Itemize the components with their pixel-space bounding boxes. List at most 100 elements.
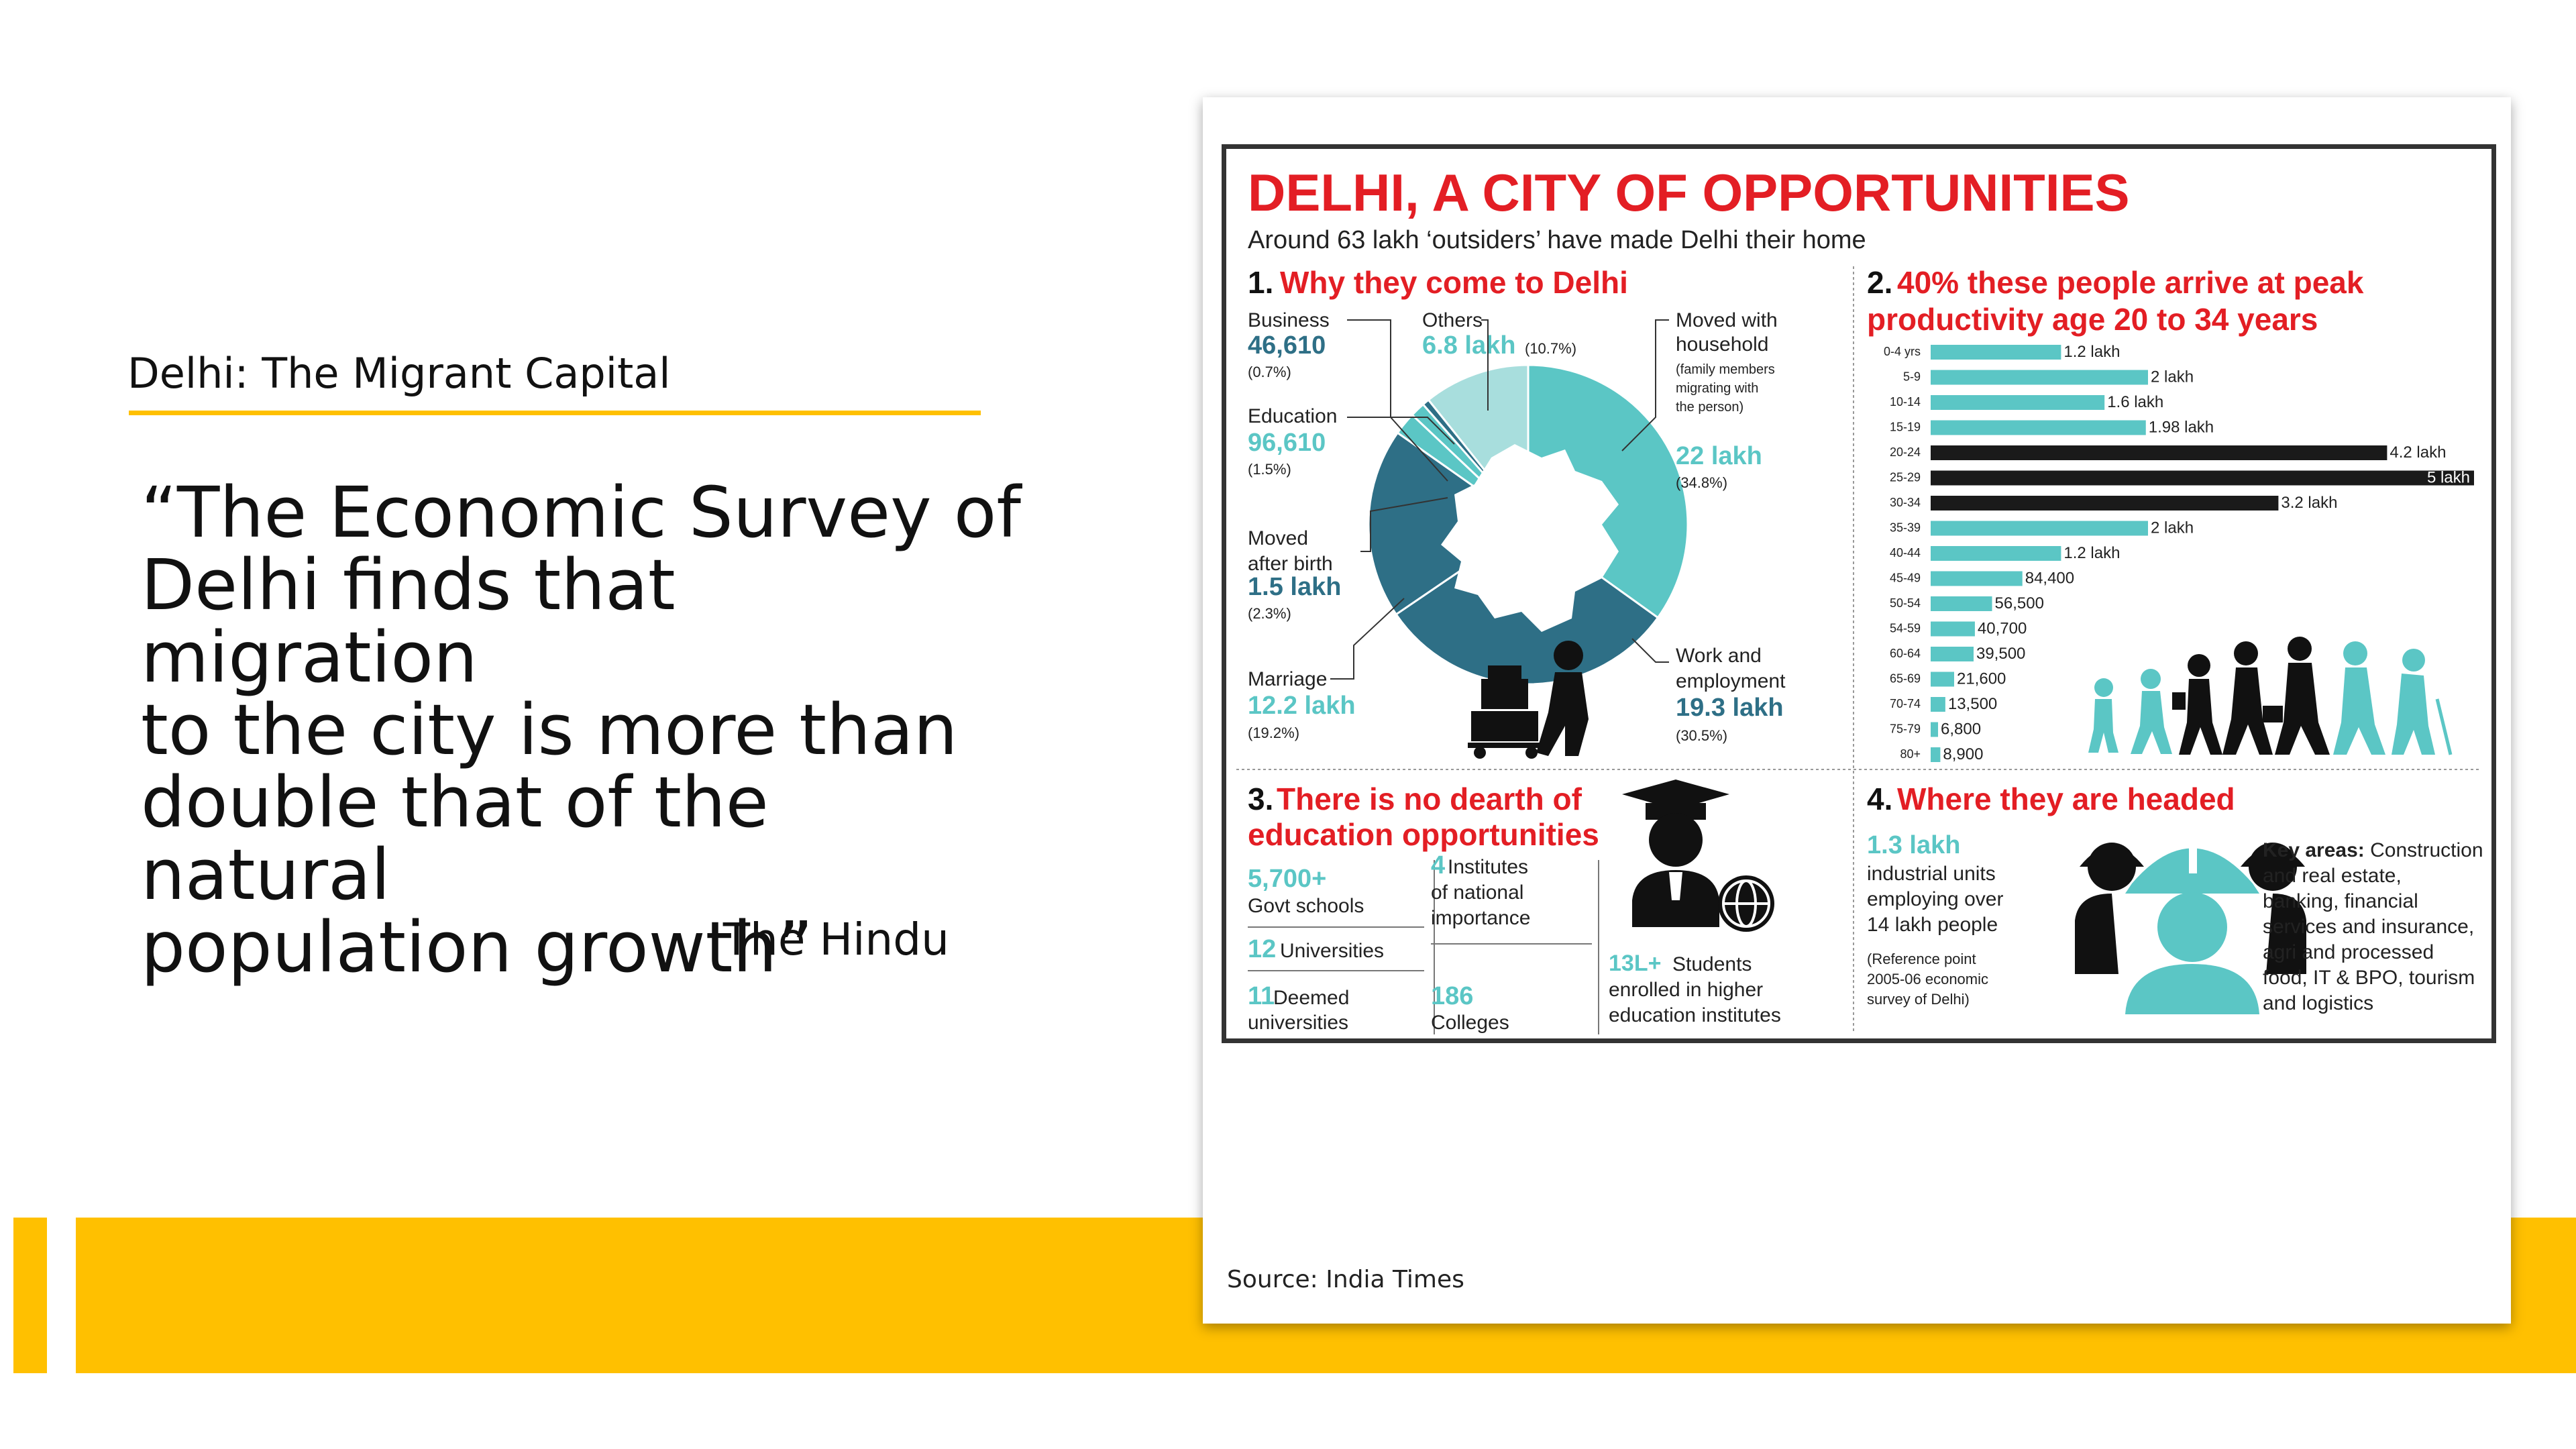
slice-label: Marriage	[1248, 668, 1327, 690]
infographic-title: DELHI, A CITY OF OPPORTUNITIES	[1248, 163, 2130, 222]
education-stats: 5,700+ Govt schools 12 Universities 11 D…	[1248, 851, 1781, 1034]
edu-value: 186	[1431, 982, 1473, 1010]
section2-heading-line: productivity age 20 to 34 years	[1867, 302, 2318, 337]
edu-label: Colleges	[1431, 1012, 1509, 1034]
age-bar	[1931, 370, 2148, 385]
leader-line	[1481, 319, 1489, 411]
age-value-label: 40,700	[1978, 620, 2027, 638]
age-tick-label: 15-19	[1890, 421, 1921, 434]
slice-value: 6.8 lakh	[1422, 331, 1515, 360]
age-bar	[1931, 747, 1941, 762]
slice-value: 22 lakh	[1676, 442, 1762, 470]
edu-label: Students	[1672, 953, 1752, 975]
age-tick-label: 45-49	[1890, 572, 1921, 585]
slice-pct: (19.2%)	[1248, 724, 1299, 741]
age-bar	[1931, 420, 2146, 435]
leader-line	[1347, 417, 1455, 445]
edu-label: universities	[1248, 1012, 1348, 1034]
image-card: DELHI, A CITY OF OPPORTUNITIES Around 63…	[1203, 97, 2511, 1324]
age-value-label: 3.2 lakh	[2281, 494, 2337, 512]
quote-line: “The Economic Survey of	[141, 472, 1021, 553]
age-bar	[1931, 470, 2474, 486]
age-bar	[1931, 722, 1939, 737]
age-bar	[1931, 345, 2061, 360]
age-tick-label: 10-14	[1890, 395, 1921, 409]
age-value-label: 1.98 lakh	[2149, 419, 2214, 437]
delhi-map-icon	[1441, 444, 1619, 632]
reason-labels: Business 46,610 (0.7%) Education 96,610 …	[1248, 309, 1786, 744]
edu-label: Deemed	[1273, 987, 1349, 1009]
edu-value: 12	[1248, 935, 1276, 963]
section1-heading: Why they come to Delhi	[1280, 265, 1628, 300]
leader-line	[1360, 497, 1448, 552]
title-underline	[129, 411, 981, 415]
key-areas-text: Key areas: Construction and real estate,…	[2263, 839, 2489, 1014]
slice-label: Others	[1422, 309, 1483, 331]
slice-pct: (1.5%)	[1248, 461, 1291, 478]
age-value-label: 6,800	[1941, 720, 1981, 739]
section4-number: 4.	[1867, 782, 1892, 816]
quote-line: population growth”	[141, 906, 814, 988]
age-bar	[1931, 395, 2105, 410]
age-value-label: 21,600	[1957, 670, 2006, 688]
age-tick-label: 60-64	[1890, 647, 1921, 660]
quote-line: to the city is more than	[141, 689, 958, 771]
quote-text: “The Economic Survey of Delhi finds that…	[141, 476, 1033, 983]
age-value-label: 84,400	[2025, 570, 2074, 588]
porter-icon	[1468, 641, 1589, 759]
workers-icon	[2075, 833, 2306, 1014]
slice-label: Business	[1248, 309, 1330, 331]
age-tick-label: 30-34	[1890, 496, 1921, 509]
slice-value: 46,610	[1248, 331, 1326, 360]
section3-heading-line: education opportunities	[1248, 817, 1599, 852]
section4-heading: Where they are headed	[1897, 782, 2235, 816]
reference-note: (Reference point 2005-06 economic survey…	[1867, 951, 1992, 1008]
slice-pct: (0.7%)	[1248, 364, 1291, 380]
age-bar	[1931, 596, 1992, 611]
slice-pct: (10.7%)	[1525, 340, 1576, 357]
section3-heading-line: There is no dearth of	[1277, 782, 1582, 816]
age-tick-label: 20-24	[1890, 445, 1921, 459]
edu-label: Govt schools	[1248, 895, 1364, 917]
edu-value: 4	[1431, 851, 1445, 879]
age-value-label: 1.2 lakh	[2063, 544, 2120, 562]
edu-label: enrolled in higher	[1609, 979, 1763, 1001]
slice-pct: (30.5%)	[1676, 727, 1727, 744]
leader-line	[1347, 319, 1448, 482]
slide-title: Delhi: The Migrant Capital	[127, 349, 671, 398]
age-tick-label: 25-29	[1890, 471, 1921, 484]
age-value-label: 1.6 lakh	[2107, 393, 2163, 411]
age-bar-chart: 0-4 yrs 1.2 lakh 5-9 2 lakh 10-14 1.6 lakh 15-…	[1884, 343, 2474, 763]
slice-value: 12.2 lakh	[1248, 692, 1356, 720]
age-tick-label: 50-54	[1890, 596, 1921, 610]
slice-pct: (2.3%)	[1248, 605, 1291, 622]
section3-number: 3.	[1248, 782, 1273, 816]
age-tick-label: 80+	[1900, 747, 1921, 761]
infographic-canvas: DELHI, A CITY OF OPPORTUNITIES Around 63…	[1236, 163, 2489, 1034]
age-value-label: 13,500	[1948, 695, 1997, 713]
section1-number: 1.	[1248, 265, 1273, 300]
age-tick-label: 0-4 yrs	[1884, 345, 1921, 358]
slice-pct: (34.8%)	[1676, 474, 1727, 491]
age-tick-label: 70-74	[1890, 697, 1921, 710]
quote-line: Delhi finds that migration	[141, 544, 676, 698]
edu-value: 11	[1248, 982, 1275, 1010]
quote-line: double that of the natural	[141, 761, 769, 916]
edu-label: Universities	[1280, 940, 1384, 962]
age-tick-label: 5-9	[1903, 370, 1921, 384]
age-value-label: 4.2 lakh	[2390, 443, 2446, 462]
section2-heading-line: 40% these people arrive at peak	[1897, 265, 2364, 300]
edu-label: of national	[1431, 881, 1523, 904]
age-value-label: 1.2 lakh	[2063, 343, 2120, 361]
image-source: Source: India Times	[1227, 1266, 1464, 1293]
leader-line	[1631, 638, 1669, 663]
age-tick-label: 75-79	[1890, 722, 1921, 736]
graduate-icon	[1622, 780, 1774, 932]
age-tick-label: 54-59	[1890, 622, 1921, 635]
yellow-accent-strip	[13, 1218, 47, 1373]
industry-value: 1.3 lakh	[1867, 831, 1960, 859]
quote-source: The Hindu	[722, 914, 949, 965]
section2-number: 2.	[1867, 265, 1892, 300]
age-bar	[1931, 445, 2387, 460]
leader-line	[1621, 319, 1669, 451]
